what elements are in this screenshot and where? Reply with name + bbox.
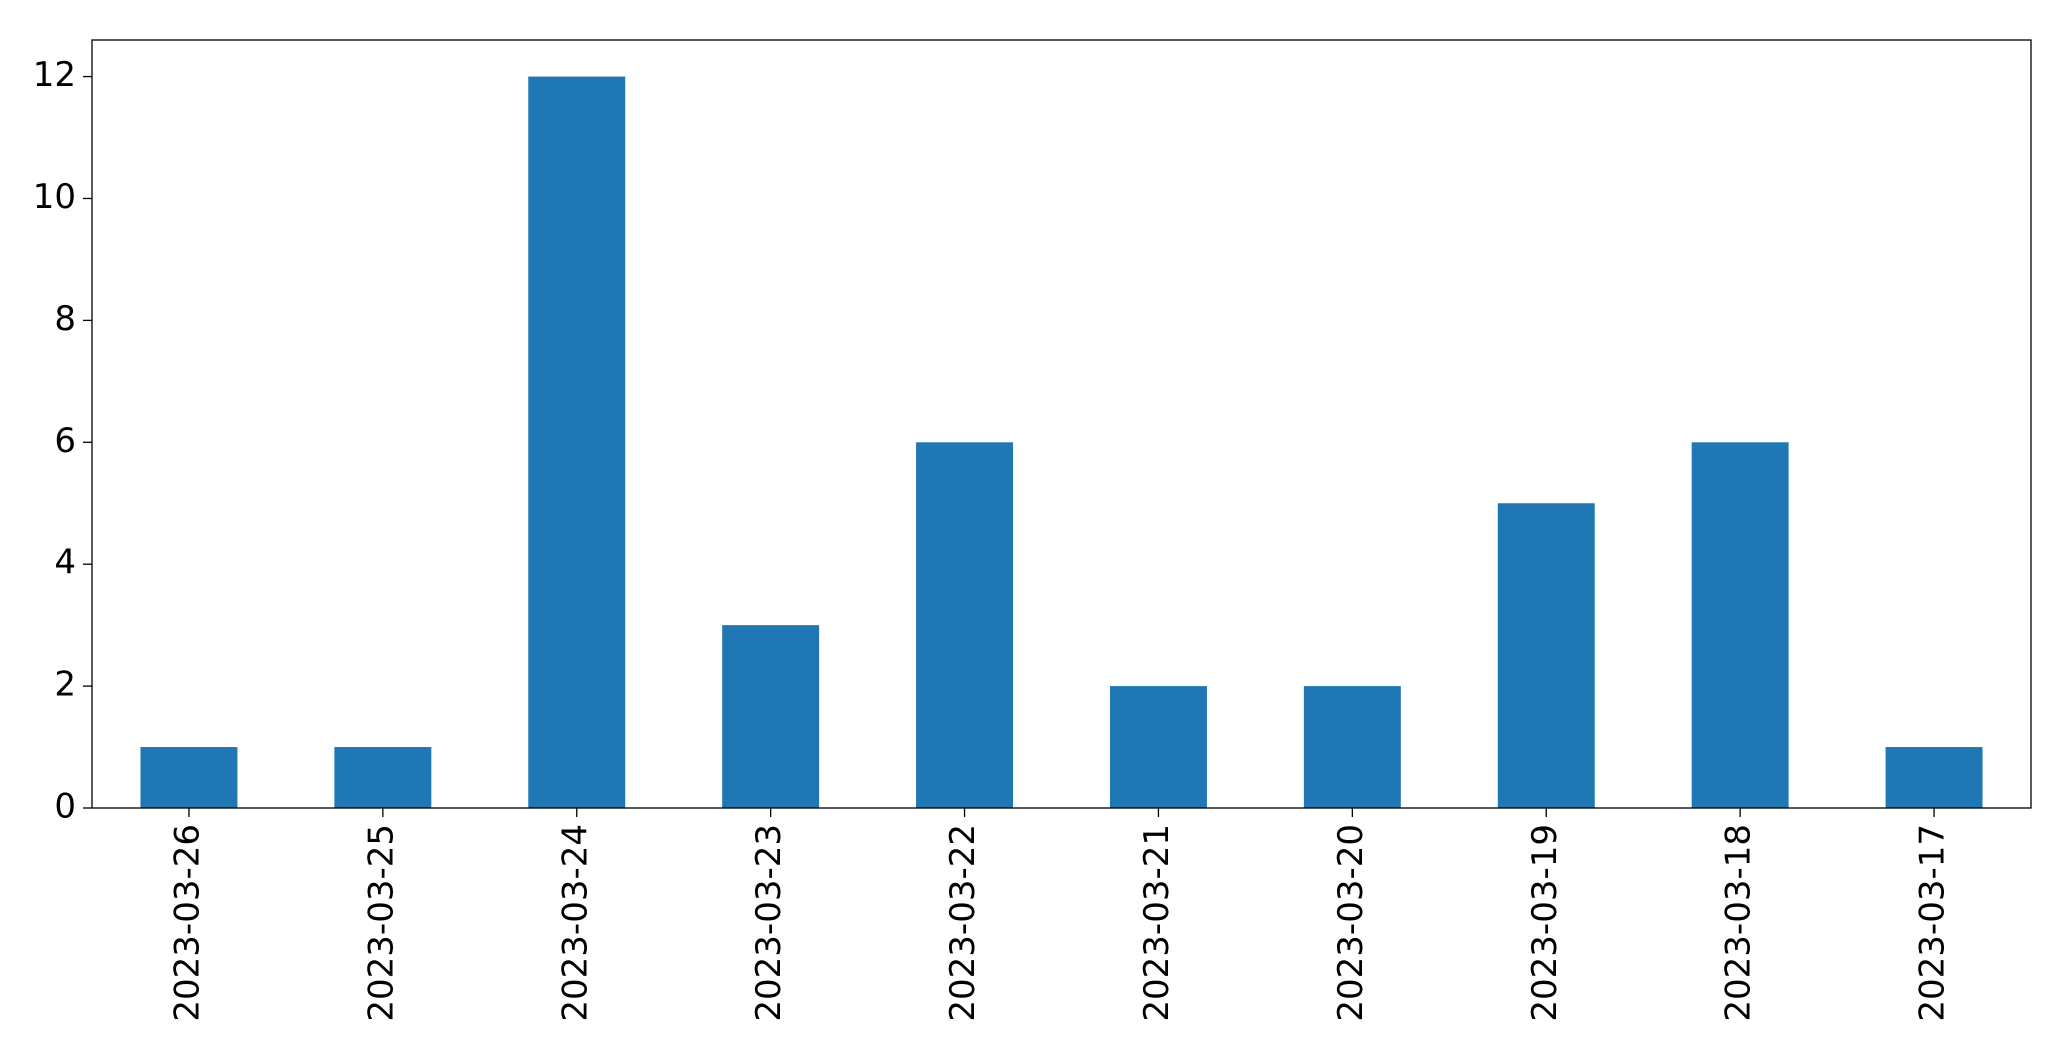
y-tick-label: 8: [54, 299, 76, 339]
bar: [140, 747, 238, 808]
bar: [1885, 747, 1983, 808]
y-tick-label: 10: [33, 177, 76, 217]
bar: [528, 76, 626, 809]
plot-frame: [91, 39, 2032, 809]
x-tick-label: 2023-03-19: [1525, 824, 1565, 1022]
y-tick-label: 2: [54, 665, 76, 705]
y-tick-label: 4: [54, 543, 76, 583]
bar: [722, 625, 820, 808]
x-tick-label: 2023-03-20: [1331, 824, 1371, 1022]
x-tick-label: 2023-03-25: [361, 824, 401, 1022]
bar: [334, 747, 432, 808]
x-tick-label: 2023-03-26: [167, 824, 207, 1022]
y-tick-label: 0: [54, 787, 76, 827]
x-tick-label: 2023-03-17: [1913, 824, 1953, 1022]
bar: [1109, 686, 1207, 808]
x-tick-label: 2023-03-24: [555, 824, 595, 1022]
x-tick-label: 2023-03-22: [943, 824, 983, 1022]
x-tick-label: 2023-03-23: [749, 824, 789, 1022]
x-tick-label: 2023-03-21: [1137, 824, 1177, 1022]
y-tick-label: 6: [54, 421, 76, 461]
bar: [1691, 442, 1789, 808]
bar: [1497, 503, 1595, 808]
x-tick-label: 2023-03-18: [1719, 824, 1759, 1022]
y-tick-label: 12: [33, 55, 76, 95]
bar: [916, 442, 1014, 808]
bar: [1303, 686, 1401, 808]
